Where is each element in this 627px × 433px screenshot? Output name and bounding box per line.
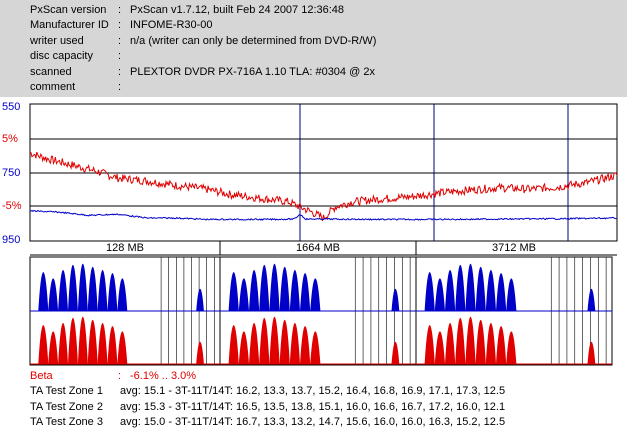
ta-peak: [444, 270, 456, 312]
info-value: n/a (writer can only be determined from …: [130, 35, 377, 47]
ta-peak: [310, 331, 321, 365]
info-separator: :: [118, 35, 122, 47]
ta-peak: [117, 331, 128, 365]
ta-peak: [238, 331, 250, 365]
ta-peak: [279, 267, 290, 312]
ta-peak: [259, 264, 270, 312]
info-label: comment: [30, 81, 76, 93]
ta-peak: [424, 272, 435, 312]
ta-zone-label: TA Test Zone 3: [30, 416, 103, 428]
ta-zone-row: TA Test Zone 3 avg: 15.0 - 3T-11T/14T: 1…: [30, 415, 505, 429]
ta-peak: [485, 270, 497, 312]
ta-peak: [444, 323, 456, 365]
info-value: INFOME-R30-00: [130, 19, 213, 31]
ta-peak: [97, 323, 108, 365]
ta-zone-row: TA Test Zone 2 avg: 15.3 - 3T-11T/14T: 1…: [30, 400, 505, 414]
ta-zone-value: avg: 15.0 - 3T-11T/14T: 16.7, 13.3, 13.2…: [120, 416, 506, 428]
ta-peak: [424, 325, 435, 365]
y-tick-blue: 750: [2, 167, 21, 179]
ta-peak: [48, 278, 59, 312]
ta-peak: [269, 263, 280, 312]
ta-peak: [289, 270, 301, 312]
x-label-zone-2: 1664 MB: [295, 242, 341, 254]
y-tick-blue: 550: [2, 101, 21, 113]
ta-peak: [495, 273, 507, 312]
info-separator: :: [118, 66, 122, 78]
ta-peak: [58, 270, 69, 312]
info-separator: :: [118, 19, 122, 31]
info-value: PLEXTOR DVDR PX-716A 1.10 TLA: #0304 @ 2…: [130, 66, 375, 78]
ta-peak: [289, 323, 301, 365]
ta-peak: [269, 316, 280, 365]
ta-peak: [465, 316, 476, 365]
ta-peak: [67, 264, 78, 312]
ta-peak: [434, 331, 446, 365]
ta-peak: [299, 273, 311, 312]
ta-peak: [506, 331, 517, 365]
ta-peak: [58, 323, 69, 365]
ta-peak: [310, 278, 321, 312]
info-label: Manufacturer ID: [30, 19, 109, 31]
ta-peak: [506, 278, 517, 312]
ta-peak: [77, 316, 88, 365]
info-label: writer used: [30, 35, 84, 47]
info-value: PxScan v1.7.12, built Feb 24 2007 12:36:…: [130, 4, 345, 16]
ta-zone-label: TA Test Zone 1: [30, 385, 103, 397]
info-separator: :: [118, 4, 122, 16]
ta-peak: [434, 278, 446, 312]
ta-peak: [455, 317, 466, 365]
ta-peak: [248, 270, 260, 312]
x-label-zone-1: 128 MB: [106, 242, 144, 254]
ta-peak: [495, 326, 507, 365]
info-label: PxScan version: [30, 4, 107, 16]
ta-peak: [299, 326, 311, 365]
ta-peak: [107, 326, 118, 365]
ta-peak: [67, 317, 78, 365]
ta-peak: [238, 278, 250, 312]
beta-value: -6.1% .. 3.0%: [130, 370, 197, 382]
ta-peak: [87, 320, 98, 365]
ta-zone-row: TA Test Zone 1 avg: 15.1 - 3T-11T/14T: 1…: [30, 384, 505, 398]
info-label: disc capacity: [30, 50, 93, 62]
ta-peak: [475, 320, 486, 365]
ta-peak: [38, 325, 49, 365]
beta-label: Beta: [30, 370, 53, 382]
ta-peak: [228, 325, 239, 365]
ta-peak: [97, 270, 108, 312]
ta-peak: [117, 278, 128, 312]
beta-row: Beta : -6.1% .. 3.0%: [30, 369, 196, 383]
ta-peak: [465, 263, 476, 312]
ta-peak: [455, 264, 466, 312]
ta-peak: [77, 263, 88, 312]
ta-peak: [87, 267, 98, 312]
ta-peak: [485, 323, 497, 365]
ta-zone-value: avg: 15.3 - 3T-11T/14T: 16.5, 13.5, 13.8…: [120, 401, 506, 413]
series-line-level: [29, 209, 618, 221]
ta-peak: [38, 272, 49, 312]
info-separator: :: [118, 50, 122, 62]
ta-peak: [228, 272, 239, 312]
ta-peak: [259, 317, 270, 365]
info-label: scanned: [30, 66, 72, 78]
ta-peak: [107, 273, 118, 312]
ta-peak: [279, 320, 290, 365]
ta-peak: [475, 267, 486, 312]
ta-zone-label: TA Test Zone 2: [30, 401, 103, 413]
ta-peak: [248, 323, 260, 365]
y-tick-red: 5%: [2, 133, 18, 145]
series-line-beta: [29, 151, 618, 222]
y-tick-blue: 950: [2, 234, 21, 246]
scan-info-panel: PxScan version : PxScan v1.7.12, built F…: [0, 0, 627, 97]
x-label-zone-3: 3712 MB: [491, 242, 537, 254]
y-tick-red: -5%: [2, 200, 22, 212]
ta-zone-value: avg: 15.1 - 3T-11T/14T: 16.2, 13.3, 13.7…: [120, 385, 506, 397]
beta-separator: :: [118, 370, 122, 382]
info-separator: :: [118, 81, 122, 93]
ta-peak: [48, 331, 59, 365]
